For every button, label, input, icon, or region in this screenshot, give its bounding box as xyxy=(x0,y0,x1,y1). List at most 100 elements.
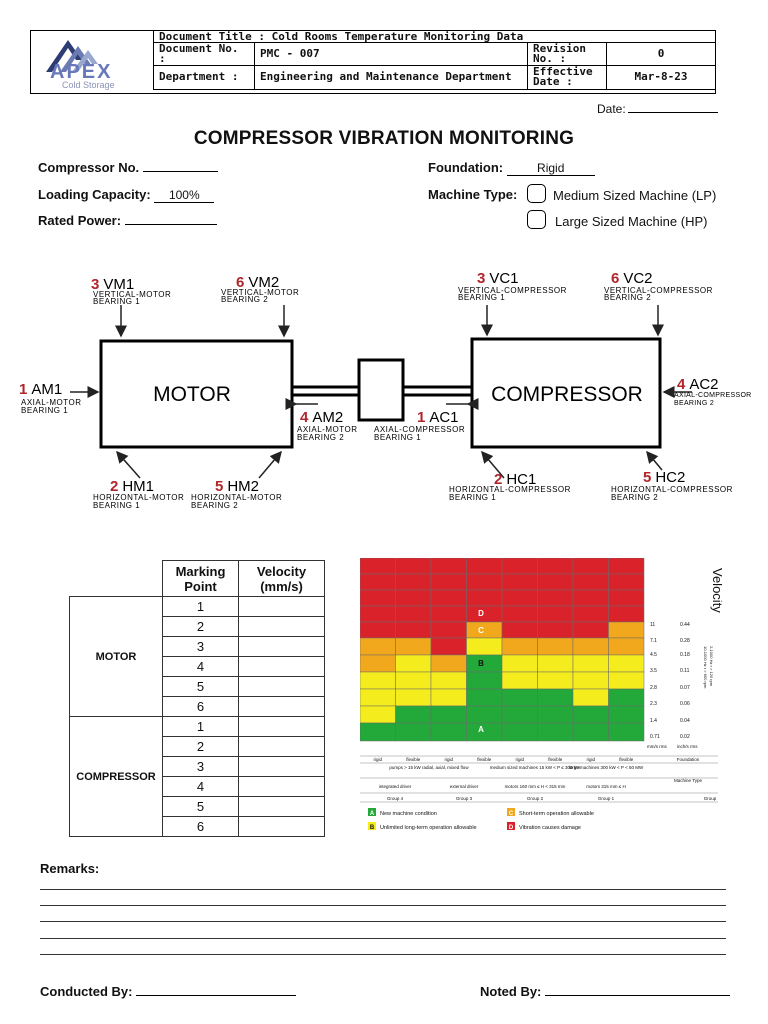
remarks-line[interactable] xyxy=(40,921,726,922)
zone-cell-d xyxy=(537,589,574,607)
zone-label-a: A xyxy=(478,725,484,734)
zone-cell-d xyxy=(395,558,432,575)
zone-cell-d xyxy=(430,605,467,623)
zone-cell-a xyxy=(395,722,432,742)
zone-cell-a xyxy=(608,688,645,707)
foundation-flexible: flexible xyxy=(619,757,634,762)
conducted-by-field[interactable]: Conducted By: xyxy=(40,984,297,999)
zone-cell-a xyxy=(572,722,609,742)
coupling xyxy=(357,358,405,422)
svg-text:VERTICAL-MOTOR: VERTICAL-MOTOR xyxy=(93,290,171,299)
zone-cell-d xyxy=(501,605,538,623)
zone-cell-a xyxy=(537,722,574,742)
page-title: COMPRESSOR VIBRATION MONITORING xyxy=(193,128,575,149)
checkbox-large-machine[interactable] xyxy=(527,210,546,229)
mtype-medium: medium sized machines 15 kW < P ≤ 300 kW xyxy=(490,765,581,770)
tick-in: 0.04 xyxy=(680,718,690,724)
apex-logo: APEX Cold Storage xyxy=(38,34,148,90)
velocity-input[interactable] xyxy=(238,596,325,617)
tick-in: 0.11 xyxy=(680,668,690,674)
point-vm2: 6 VM2 VERTICAL-MOTOR BEARING 2 xyxy=(221,274,299,304)
zone-cell-c xyxy=(360,654,396,673)
group-compressor: COMPRESSOR xyxy=(69,716,163,837)
tick-in: 0.44 xyxy=(680,622,690,628)
severity-zone-grid xyxy=(360,558,645,742)
checkbox-medium-machine[interactable] xyxy=(527,184,546,203)
velocity-input[interactable] xyxy=(238,636,325,657)
zone-cell-d xyxy=(572,573,609,591)
velocity-input[interactable] xyxy=(238,696,325,717)
remarks-line[interactable] xyxy=(40,889,726,890)
tick-mm: 4.5 xyxy=(650,652,657,658)
velocity-input[interactable] xyxy=(238,756,325,777)
zone-cell-b xyxy=(395,671,432,690)
point-hc1: 2 HC1 HORIZONTAL-COMPRESSOR BEARING 1 xyxy=(449,471,570,502)
velocity-input[interactable] xyxy=(238,716,325,737)
rated-power-field[interactable]: Rated Power: xyxy=(38,213,217,228)
zone-cell-d xyxy=(360,589,396,607)
zone-cell-d xyxy=(572,621,609,639)
zone-cell-d xyxy=(395,605,432,623)
zone-cell-d xyxy=(501,573,538,591)
zone-cell-b xyxy=(360,705,396,724)
zone-cell-d xyxy=(572,589,609,607)
large-machine-label: Large Sized Machine (HP) xyxy=(555,214,708,229)
zone-cell-d xyxy=(572,605,609,623)
zone-cell-a xyxy=(572,705,609,724)
tick-mm: 2.3 xyxy=(650,701,657,707)
date-field[interactable]: Date: xyxy=(597,102,718,116)
velocity-input[interactable] xyxy=(238,676,325,697)
tick-mm: 1.4 xyxy=(650,718,657,724)
group-motor: MOTOR xyxy=(69,596,163,717)
noted-by-field[interactable]: Noted By: xyxy=(480,984,731,999)
svg-text:BEARING 2: BEARING 2 xyxy=(604,293,651,302)
foundation-rigid: rigid xyxy=(444,757,453,762)
table-row-point: 3 xyxy=(162,756,239,777)
zone-cell-d xyxy=(537,605,574,623)
zone-cell-c xyxy=(360,637,396,656)
freq-note-2: 2-1000 Hz r > 120 rpm xyxy=(709,646,714,687)
remarks-line[interactable] xyxy=(40,905,726,906)
velocity-reading-table: Marking Point Velocity (mm/s) MOTOR 1 2 3 … xyxy=(69,560,325,837)
remarks-line[interactable] xyxy=(40,954,726,955)
zone-cell-a xyxy=(537,688,574,707)
remarks-line[interactable] xyxy=(40,938,726,939)
svg-text:A: A xyxy=(370,811,375,817)
velocity-input[interactable] xyxy=(238,736,325,757)
machine-type-label: Machine Type: xyxy=(428,187,518,202)
zone-cell-d xyxy=(537,621,574,639)
point-hc2: 5 HC2 HORIZONTAL-COMPRESSOR BEARING 2 xyxy=(611,469,732,502)
zone-cell-d xyxy=(360,621,396,639)
svg-text:BEARING 2: BEARING 2 xyxy=(674,400,714,407)
zone-cell-d xyxy=(466,605,503,623)
table-row-point: 4 xyxy=(162,656,239,677)
zone-cell-d xyxy=(608,605,645,623)
compressor-no-field[interactable]: Compressor No. xyxy=(38,160,218,175)
tick-mm: 11 xyxy=(650,622,655,628)
point-hm1: 2 HM1 HORIZONTAL-MOTOR BEARING 1 xyxy=(93,478,184,510)
zone-cell-d xyxy=(360,558,396,575)
foundation-field[interactable]: Foundation: Rigid xyxy=(428,160,595,176)
velocity-input[interactable] xyxy=(238,796,325,817)
velocity-input[interactable] xyxy=(238,776,325,797)
svg-text:AXIAL-COMPRESSOR: AXIAL-COMPRESSOR xyxy=(374,425,465,434)
loading-capacity-field[interactable]: Loading Capacity: 100% xyxy=(38,187,215,203)
svg-text:HORIZONTAL-MOTOR: HORIZONTAL-MOTOR xyxy=(93,493,184,502)
zone-cell-a xyxy=(501,722,538,742)
group-4: Group 4 xyxy=(387,796,404,801)
col-marking-point: Marking Point xyxy=(162,560,239,597)
foundation-rigid: rigid xyxy=(373,757,382,762)
legend-c: C Short-term operation allowable xyxy=(507,808,594,817)
zone-label-d: D xyxy=(478,609,484,618)
velocity-input[interactable] xyxy=(238,616,325,637)
zone-cell-b xyxy=(395,688,432,707)
zone-cell-b xyxy=(501,671,538,690)
zone-cell-a xyxy=(537,705,574,724)
velocity-input[interactable] xyxy=(238,656,325,677)
zone-cell-c xyxy=(608,621,645,639)
velocity-input[interactable] xyxy=(238,816,325,837)
table-row-point: 5 xyxy=(162,676,239,697)
